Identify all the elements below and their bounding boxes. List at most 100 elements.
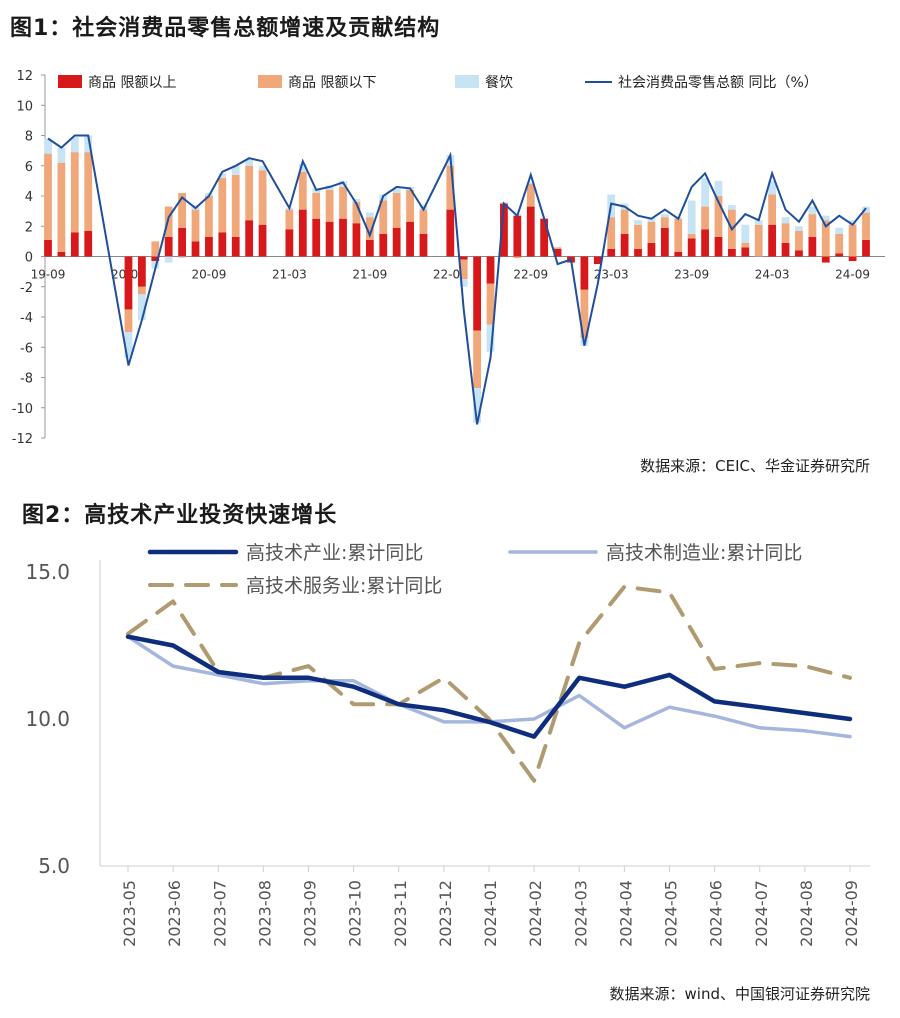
fig1-bar-segment: [607, 248, 616, 257]
fig1-bar-segment: [526, 182, 535, 184]
fig1-legend-swatch: [455, 75, 479, 88]
fig1-legend-label: 商品 限额以上: [88, 75, 176, 91]
fig1-bar-segment: [218, 173, 227, 178]
fig1-bar-segment: [392, 227, 401, 257]
fig1-bar-segment: [473, 388, 482, 423]
fig1-bar-segment: [728, 205, 736, 210]
fig1-bar-segment: [500, 203, 508, 257]
fig1-bar-segment: [191, 241, 200, 257]
fig1-bar-segment: [70, 232, 79, 257]
fig1-bar-segment: [835, 227, 844, 234]
fig1-bar-segment: [231, 174, 240, 237]
fig1-y-tick-label: 6: [25, 160, 33, 175]
fig1-bar-segment: [607, 217, 616, 249]
fig1-bar-segment: [821, 256, 830, 263]
fig1-bar-segment: [486, 256, 495, 284]
fig1-legend-label: 餐饮: [485, 75, 513, 91]
fig1-bar-segment: [526, 206, 535, 257]
fig1-y-tick-label: 12: [16, 69, 33, 84]
fig2-x-tick-label: 2023-06: [165, 880, 184, 947]
fig1-bar-segment: [419, 233, 428, 257]
fig1-bar-segment: [728, 248, 736, 257]
fig1-bar-segment: [245, 165, 254, 221]
fig1-bar-segment: [339, 218, 347, 257]
fig1-bar-segment: [687, 238, 696, 257]
fig1-bar-segment: [231, 236, 240, 257]
fig1-bar-segment: [459, 256, 468, 260]
fig1-bar-segment: [674, 251, 683, 257]
fig1-bar-segment: [84, 135, 93, 153]
fig1-y-tick-label: -8: [20, 372, 33, 387]
fig1-bar-segment: [312, 218, 321, 257]
fig1-bar-segment: [419, 209, 428, 234]
fig1-bar-segment: [258, 170, 267, 225]
fig1-bar-segment: [446, 209, 455, 257]
fig1-legend-swatch: [258, 75, 282, 88]
fig1-bar-segment: [419, 205, 428, 210]
fig1-x-tick-label: 20-09: [191, 268, 226, 282]
fig1-bar-segment: [687, 233, 696, 239]
fig1-bar-segment: [70, 137, 79, 153]
fig1-bar-segment: [835, 253, 844, 257]
fig1-bar-segment: [473, 330, 482, 389]
fig1-bar-segment: [124, 332, 133, 358]
fig1-bar-segment: [634, 224, 642, 249]
fig1-bar-segment: [312, 192, 321, 219]
fig2-y-tick-label: 15.0: [25, 560, 70, 584]
fig1-bar-segment: [848, 224, 857, 257]
fig2-legend-label: 高技术产业:累计同比: [246, 542, 423, 564]
fig1-bar-segment: [486, 283, 495, 325]
fig1-y-tick-label: -6: [20, 341, 33, 356]
fig1-bar-segment: [795, 250, 803, 257]
fig2-x-tick-label: 2023-09: [301, 880, 320, 947]
figure2-chart-panel: 15.0 10.0 5.0 2023-05 2023-06 2023-07 2023-08 2…: [0, 530, 900, 980]
fig2-x-tick-label: 2023-05: [120, 880, 139, 947]
fig1-x-tick-label: 21-03: [272, 268, 307, 282]
fig1-bar-segment: [768, 224, 777, 257]
fig1-bar-segment: [339, 186, 347, 219]
fig1-bar-segment: [285, 229, 294, 257]
figure1-title: 图1：社会消费品零售总额增速及贡献结构: [10, 16, 441, 41]
fig1-legend-label: 社会消费品零售总额 同比（%）: [618, 75, 818, 91]
fig1-bar-segment: [137, 256, 146, 287]
fig2-series-line: [125, 634, 853, 739]
fig2-x-tick-label: 2024-05: [662, 880, 681, 947]
figure1-source: 数据来源：CEIC、华金证券研究所: [640, 457, 870, 475]
fig2-x-tick-label: 2024-07: [752, 880, 771, 947]
fig1-bar-segment: [741, 247, 750, 257]
fig1-bar-segment: [325, 221, 334, 257]
fig1-bar-segment: [44, 138, 52, 154]
fig1-bar-segment: [513, 215, 522, 257]
fig1-bar-segment: [124, 256, 133, 310]
fig1-bar-segment: [754, 224, 763, 257]
fig1-y-tick-label: 0: [25, 251, 33, 266]
fig1-x-tick-label: 23-03: [594, 268, 629, 282]
fig1-bar-segment: [164, 256, 173, 263]
fig2-y-tick-label: 5.0: [38, 854, 70, 878]
fig1-bar-segment: [84, 152, 93, 231]
fig1-bar-segment: [835, 233, 844, 254]
fig1-legend-swatch: [58, 75, 82, 88]
fig1-bar-segment: [325, 189, 334, 222]
fig2-legend-label: 高技术服务业:累计同比: [246, 575, 442, 597]
fig2-x-tick-label: 2024-04: [616, 880, 635, 947]
fig1-bar-segment: [808, 206, 817, 215]
fig1-bar-segment: [768, 194, 777, 225]
fig1-x-tick-label: 22-03: [433, 268, 468, 282]
fig1-bar-segment: [862, 212, 870, 240]
fig1-total-line: [47, 134, 867, 425]
fig2-x-tick-label: 2024-09: [842, 880, 861, 947]
fig1-bar-segment: [365, 212, 374, 218]
fig2-x-tick-label: 2024-02: [526, 880, 545, 947]
fig1-bar-segment: [660, 217, 669, 228]
fig1-x-tick-label: 23-09: [674, 268, 709, 282]
fig1-bar-segment: [486, 324, 495, 352]
fig1-y-tick-label: -2: [20, 281, 33, 296]
fig2-series-line: [126, 584, 852, 783]
fig1-bar-segment: [392, 192, 401, 228]
fig1-bar-segment: [218, 232, 227, 257]
fig1-y-tick-label: -4: [20, 311, 33, 326]
fig1-bar-segment: [352, 199, 361, 203]
fig2-x-tick-label: 2023-07: [210, 880, 229, 947]
fig2-legend-label: 高技术制造业:累计同比: [606, 542, 802, 564]
